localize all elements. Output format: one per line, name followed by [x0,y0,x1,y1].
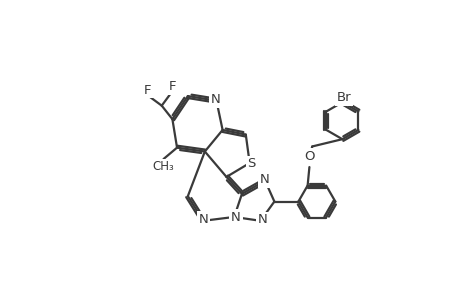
Text: N: N [198,212,208,226]
Text: Br: Br [336,92,351,104]
Text: O: O [303,150,314,163]
Text: F: F [144,83,151,97]
Text: N: N [230,211,241,224]
Text: F: F [168,80,176,93]
Text: CH₃: CH₃ [151,160,174,173]
Text: N: N [257,213,267,226]
Text: N: N [210,93,220,106]
Text: N: N [259,173,269,186]
Text: S: S [246,157,255,170]
